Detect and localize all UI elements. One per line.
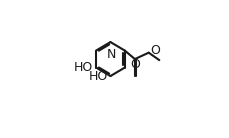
- Text: N: N: [106, 48, 116, 61]
- Text: O: O: [129, 58, 139, 71]
- Text: HO: HO: [74, 61, 93, 74]
- Text: HO: HO: [88, 70, 107, 83]
- Text: O: O: [150, 44, 160, 57]
